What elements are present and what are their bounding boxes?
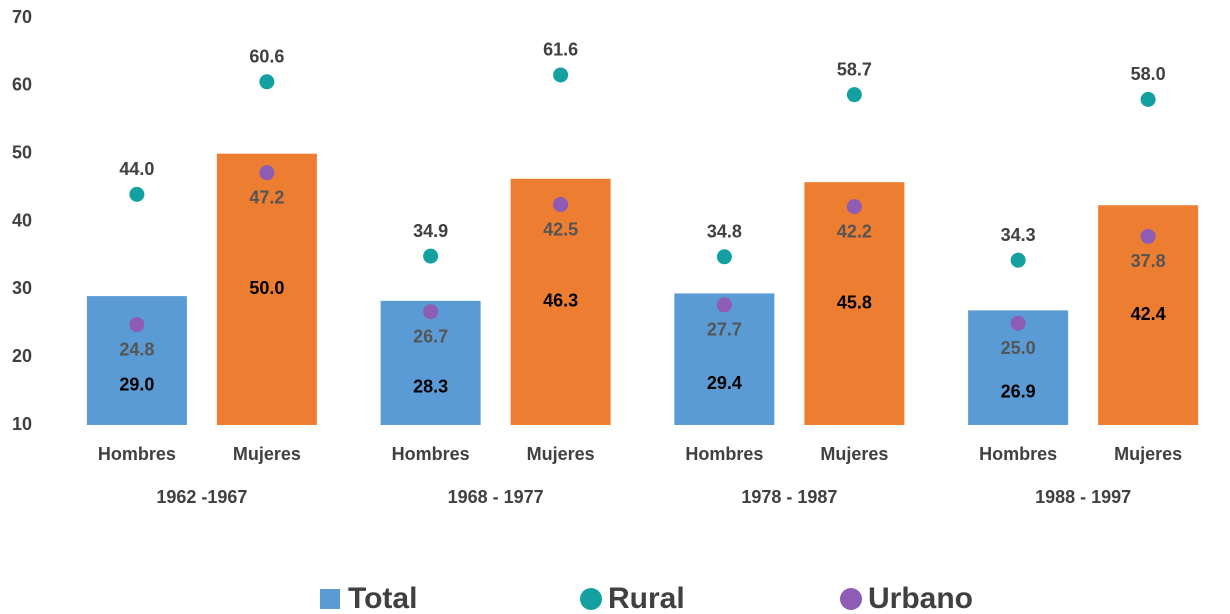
- value-label: 34.9: [413, 221, 448, 241]
- y-tick-label: 30: [12, 278, 32, 298]
- legend-swatch: [840, 588, 862, 610]
- dot: [1140, 91, 1156, 107]
- bar: [216, 153, 317, 425]
- bar: [674, 293, 775, 425]
- x-tick-label: Mujeres: [1114, 444, 1182, 464]
- dot: [846, 199, 862, 215]
- value-label: 44.0: [119, 159, 154, 179]
- value-label: 47.2: [249, 187, 284, 207]
- x-tick-label: Hombres: [685, 444, 763, 464]
- dot: [259, 165, 275, 181]
- group-label: 1988 - 1997: [1035, 487, 1131, 507]
- bar: [380, 300, 481, 425]
- value-label: 24.8: [119, 339, 154, 359]
- x-tick-label: Hombres: [98, 444, 176, 464]
- value-label: 34.8: [707, 222, 742, 242]
- dot: [553, 197, 569, 213]
- y-tick-label: 60: [12, 75, 32, 95]
- x-tick-label: Mujeres: [820, 444, 888, 464]
- value-label: 42.2: [837, 221, 872, 241]
- value-label: 37.8: [1131, 251, 1166, 271]
- dot: [553, 67, 569, 83]
- value-label: 29.4: [707, 373, 742, 393]
- value-label: 58.0: [1131, 64, 1166, 84]
- value-label: 60.6: [249, 47, 284, 67]
- group-label: 1978 - 1987: [741, 487, 837, 507]
- value-label: 26.9: [1001, 381, 1036, 401]
- bar: [804, 182, 905, 425]
- value-label: 46.3: [543, 291, 578, 311]
- value-label: 58.7: [837, 59, 872, 79]
- value-label: 25.0: [1001, 338, 1036, 358]
- legend-label: Total: [348, 582, 417, 614]
- dot: [716, 249, 732, 265]
- x-tick-label: Mujeres: [527, 444, 595, 464]
- value-label: 42.5: [543, 219, 578, 239]
- dot: [423, 248, 439, 264]
- y-tick-label: 10: [12, 414, 32, 434]
- x-tick-label: Hombres: [392, 444, 470, 464]
- value-label: 27.7: [707, 320, 742, 340]
- group-label: 1968 - 1977: [448, 487, 544, 507]
- bar: [510, 178, 611, 425]
- x-tick-label: Hombres: [979, 444, 1057, 464]
- value-label: 42.4: [1131, 304, 1166, 324]
- legend-swatch: [320, 589, 340, 609]
- dot: [716, 297, 732, 313]
- dot: [1010, 252, 1026, 268]
- dot: [846, 87, 862, 103]
- dot: [1140, 228, 1156, 244]
- dot: [129, 186, 145, 202]
- group-label: 1962 -1967: [156, 487, 247, 507]
- value-label: 26.7: [413, 326, 448, 346]
- value-label: 45.8: [837, 292, 872, 312]
- y-tick-label: 50: [12, 142, 32, 162]
- dot: [259, 74, 275, 90]
- value-label: 29.0: [119, 374, 154, 394]
- value-label: 28.3: [413, 377, 448, 397]
- value-label: 50.0: [249, 278, 284, 298]
- value-label: 61.6: [543, 40, 578, 60]
- y-tick-label: 40: [12, 210, 32, 230]
- value-label: 34.3: [1001, 225, 1036, 245]
- x-tick-label: Mujeres: [233, 444, 301, 464]
- dot: [129, 317, 145, 333]
- dot: [1010, 315, 1026, 331]
- y-tick-label: 20: [12, 346, 32, 366]
- legend-label: Urbano: [868, 582, 973, 614]
- bar: [86, 296, 187, 425]
- dot: [423, 304, 439, 320]
- legend-swatch: [580, 588, 602, 610]
- legend-label: Rural: [608, 582, 685, 614]
- y-tick-label: 70: [12, 7, 32, 27]
